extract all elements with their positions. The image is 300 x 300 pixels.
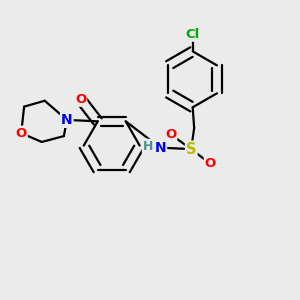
Text: O: O [16,127,27,140]
Text: O: O [165,128,176,141]
Text: N: N [154,141,166,154]
Text: O: O [205,157,216,170]
Text: S: S [186,142,196,157]
Text: Cl: Cl [186,28,200,41]
Text: H: H [143,140,153,153]
Text: O: O [75,93,86,106]
Text: N: N [61,113,73,127]
